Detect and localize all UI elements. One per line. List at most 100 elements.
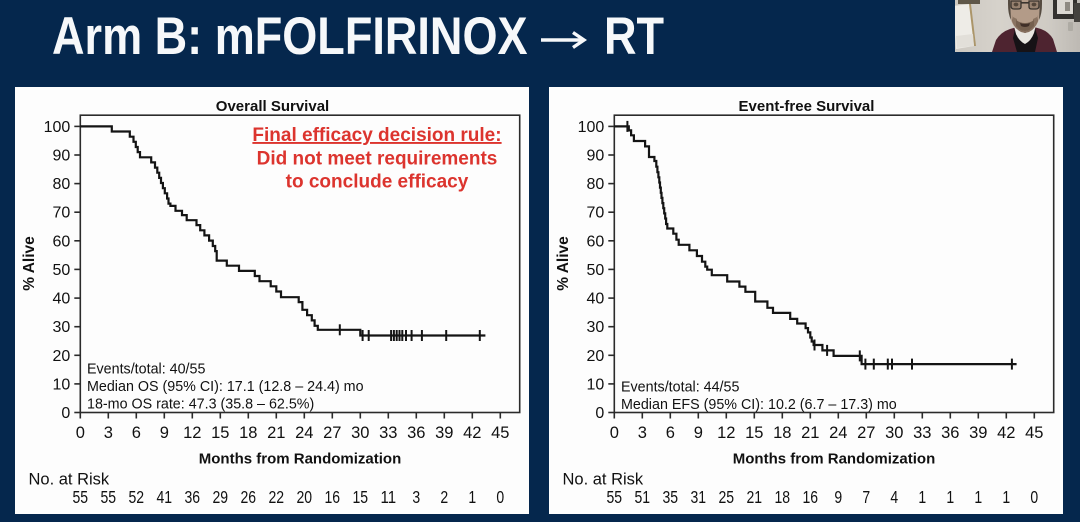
svg-text:55: 55 [101,487,117,507]
svg-text:80: 80 [53,176,71,193]
svg-text:% Alive: % Alive [21,236,38,291]
svg-text:15: 15 [745,424,763,442]
svg-text:30: 30 [351,424,369,442]
svg-text:36: 36 [941,424,959,442]
svg-text:Event-free Survival: Event-free Survival [739,98,875,115]
svg-text:39: 39 [969,424,987,442]
svg-text:Events/total: 40/55: Events/total: 40/55 [87,361,205,377]
svg-text:2: 2 [440,487,448,507]
svg-text:55: 55 [73,487,89,507]
svg-text:1: 1 [974,487,982,507]
svg-text:1: 1 [1002,487,1010,507]
svg-text:36: 36 [407,424,425,442]
svg-text:20: 20 [53,348,71,365]
svg-text:25: 25 [719,487,735,507]
svg-text:21: 21 [801,424,819,442]
svg-text:30: 30 [587,319,605,336]
svg-text:0: 0 [76,424,85,442]
svg-text:No. at Risk: No. at Risk [563,471,644,489]
svg-text:27: 27 [857,424,875,442]
svg-text:9: 9 [160,424,169,442]
svg-text:to conclude efficacy: to conclude efficacy [286,172,469,193]
svg-text:60: 60 [587,233,605,250]
svg-text:26: 26 [241,487,257,507]
svg-text:12: 12 [183,424,201,442]
svg-text:29: 29 [213,487,229,507]
svg-text:No. at Risk: No. at Risk [29,471,110,489]
svg-text:1: 1 [918,487,926,507]
svg-text:Median OS (95% CI): 17.1 (12.8: Median OS (95% CI): 17.1 (12.8 – 24.4) m… [87,379,364,395]
svg-text:60: 60 [53,233,71,250]
svg-text:Final efficacy decision rule:: Final efficacy decision rule: [252,125,501,146]
svg-text:7: 7 [862,487,870,507]
svg-text:40: 40 [53,291,71,308]
svg-text:16: 16 [325,487,341,507]
svg-text:15: 15 [211,424,229,442]
svg-text:0: 0 [61,405,70,422]
svg-text:51: 51 [635,487,651,507]
svg-text:41: 41 [157,487,173,507]
svg-text:24: 24 [829,424,847,442]
svg-text:Median EFS (95% CI): 10.2 (6.7: Median EFS (95% CI): 10.2 (6.7 – 17.3) m… [621,397,897,413]
svg-text:39: 39 [435,424,453,442]
svg-text:Months from Randomization: Months from Randomization [199,450,402,467]
svg-text:35: 35 [663,487,679,507]
svg-text:70: 70 [53,205,71,222]
svg-text:12: 12 [717,424,735,442]
svg-text:16: 16 [803,487,819,507]
svg-text:18: 18 [775,487,791,507]
svg-text:42: 42 [463,424,481,442]
svg-text:30: 30 [885,424,903,442]
svg-text:6: 6 [132,424,141,442]
svg-text:33: 33 [913,424,931,442]
svg-text:31: 31 [691,487,707,507]
svg-text:11: 11 [381,487,397,507]
svg-text:40: 40 [587,291,605,308]
svg-text:20: 20 [297,487,313,507]
svg-text:24: 24 [295,424,313,442]
svg-text:52: 52 [129,487,145,507]
svg-text:Did not meet requirements: Did not meet requirements [257,149,498,170]
svg-text:33: 33 [379,424,397,442]
svg-text:42: 42 [997,424,1015,442]
svg-text:4: 4 [890,487,898,507]
svg-text:90: 90 [587,148,605,165]
svg-text:80: 80 [587,176,605,193]
svg-text:100: 100 [44,119,71,136]
svg-text:1: 1 [468,487,476,507]
svg-text:55: 55 [607,487,623,507]
svg-text:% Alive: % Alive [555,236,572,291]
svg-text:18: 18 [239,424,257,442]
svg-text:9: 9 [694,424,703,442]
svg-text:90: 90 [53,148,71,165]
svg-text:22: 22 [269,487,285,507]
svg-text:6: 6 [666,424,675,442]
svg-text:21: 21 [267,424,285,442]
svg-text:3: 3 [104,424,113,442]
svg-text:21: 21 [747,487,763,507]
svg-text:9: 9 [834,487,842,507]
svg-text:100: 100 [578,119,605,136]
svg-text:50: 50 [53,262,71,279]
svg-text:36: 36 [185,487,201,507]
svg-text:Overall Survival: Overall Survival [216,98,329,115]
svg-text:1: 1 [946,487,954,507]
svg-text:30: 30 [53,319,71,336]
svg-text:15: 15 [353,487,369,507]
svg-text:10: 10 [53,376,71,393]
svg-text:0: 0 [610,424,619,442]
svg-text:18-mo OS rate: 47.3 (35.8 – 62: 18-mo OS rate: 47.3 (35.8 – 62.5%) [87,397,314,413]
svg-text:10: 10 [587,376,605,393]
svg-text:18: 18 [773,424,791,442]
svg-text:27: 27 [323,424,341,442]
svg-text:20: 20 [587,348,605,365]
svg-text:3: 3 [638,424,647,442]
svg-text:70: 70 [587,205,605,222]
svg-text:45: 45 [1025,424,1043,442]
svg-text:0: 0 [1030,487,1038,507]
svg-text:0: 0 [496,487,504,507]
svg-text:0: 0 [595,405,604,422]
svg-text:50: 50 [587,262,605,279]
svg-text:Months from Randomization: Months from Randomization [733,450,936,467]
svg-text:45: 45 [491,424,509,442]
